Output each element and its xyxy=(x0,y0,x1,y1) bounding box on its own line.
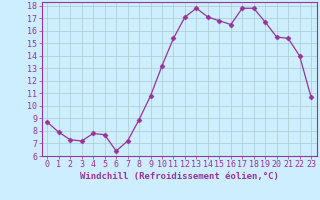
X-axis label: Windchill (Refroidissement éolien,°C): Windchill (Refroidissement éolien,°C) xyxy=(80,172,279,181)
